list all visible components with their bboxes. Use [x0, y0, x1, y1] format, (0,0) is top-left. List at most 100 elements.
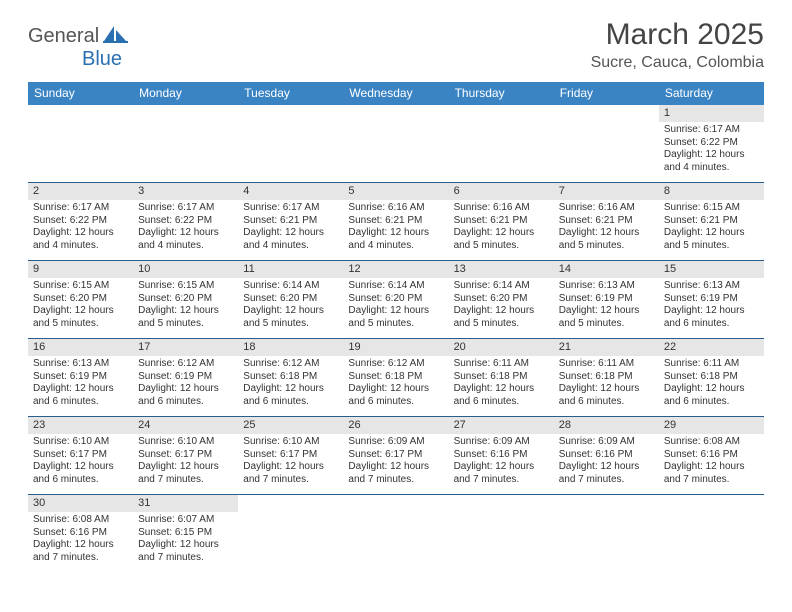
day-number: 29 [659, 417, 764, 434]
day-number: 13 [449, 261, 554, 278]
day-number: 26 [343, 417, 448, 434]
calendar-cell [449, 105, 554, 183]
day-number: 16 [28, 339, 133, 356]
day-number: 15 [659, 261, 764, 278]
calendar-cell: 19Sunrise: 6:12 AMSunset: 6:18 PMDayligh… [343, 339, 448, 417]
calendar-cell: 27Sunrise: 6:09 AMSunset: 6:16 PMDayligh… [449, 417, 554, 495]
day-content: Sunrise: 6:15 AMSunset: 6:20 PMDaylight:… [28, 278, 133, 334]
day-content: Sunrise: 6:13 AMSunset: 6:19 PMDaylight:… [28, 356, 133, 412]
calendar-cell [343, 495, 448, 573]
day-number: 24 [133, 417, 238, 434]
calendar-cell: 30Sunrise: 6:08 AMSunset: 6:16 PMDayligh… [28, 495, 133, 573]
calendar-cell: 3Sunrise: 6:17 AMSunset: 6:22 PMDaylight… [133, 183, 238, 261]
day-number: 8 [659, 183, 764, 200]
calendar-cell [28, 105, 133, 183]
calendar-cell: 20Sunrise: 6:11 AMSunset: 6:18 PMDayligh… [449, 339, 554, 417]
day-content: Sunrise: 6:17 AMSunset: 6:22 PMDaylight:… [659, 122, 764, 178]
calendar-cell: 18Sunrise: 6:12 AMSunset: 6:18 PMDayligh… [238, 339, 343, 417]
calendar-cell: 9Sunrise: 6:15 AMSunset: 6:20 PMDaylight… [28, 261, 133, 339]
calendar-cell [659, 495, 764, 573]
day-number: 18 [238, 339, 343, 356]
day-number: 7 [554, 183, 659, 200]
day-number: 17 [133, 339, 238, 356]
day-content: Sunrise: 6:14 AMSunset: 6:20 PMDaylight:… [238, 278, 343, 334]
day-content: Sunrise: 6:17 AMSunset: 6:22 PMDaylight:… [28, 200, 133, 256]
logo: General [28, 24, 131, 49]
day-number: 27 [449, 417, 554, 434]
calendar-cell: 7Sunrise: 6:16 AMSunset: 6:21 PMDaylight… [554, 183, 659, 261]
day-content: Sunrise: 6:16 AMSunset: 6:21 PMDaylight:… [343, 200, 448, 256]
day-number: 10 [133, 261, 238, 278]
day-content: Sunrise: 6:14 AMSunset: 6:20 PMDaylight:… [449, 278, 554, 334]
day-content: Sunrise: 6:15 AMSunset: 6:20 PMDaylight:… [133, 278, 238, 334]
calendar-cell: 1Sunrise: 6:17 AMSunset: 6:22 PMDaylight… [659, 105, 764, 183]
day-content: Sunrise: 6:10 AMSunset: 6:17 PMDaylight:… [28, 434, 133, 490]
calendar-cell: 28Sunrise: 6:09 AMSunset: 6:16 PMDayligh… [554, 417, 659, 495]
day-number: 19 [343, 339, 448, 356]
day-number: 4 [238, 183, 343, 200]
day-content: Sunrise: 6:11 AMSunset: 6:18 PMDaylight:… [449, 356, 554, 412]
day-content: Sunrise: 6:16 AMSunset: 6:21 PMDaylight:… [554, 200, 659, 256]
day-number: 5 [343, 183, 448, 200]
calendar-cell [554, 495, 659, 573]
calendar-cell: 4Sunrise: 6:17 AMSunset: 6:21 PMDaylight… [238, 183, 343, 261]
calendar-cell: 5Sunrise: 6:16 AMSunset: 6:21 PMDaylight… [343, 183, 448, 261]
calendar-cell: 21Sunrise: 6:11 AMSunset: 6:18 PMDayligh… [554, 339, 659, 417]
day-content: Sunrise: 6:13 AMSunset: 6:19 PMDaylight:… [554, 278, 659, 334]
day-number: 23 [28, 417, 133, 434]
day-number: 20 [449, 339, 554, 356]
day-content: Sunrise: 6:07 AMSunset: 6:15 PMDaylight:… [133, 512, 238, 568]
calendar-cell: 6Sunrise: 6:16 AMSunset: 6:21 PMDaylight… [449, 183, 554, 261]
calendar-cell: 24Sunrise: 6:10 AMSunset: 6:17 PMDayligh… [133, 417, 238, 495]
day-header: Sunday [28, 82, 133, 105]
calendar-cell: 16Sunrise: 6:13 AMSunset: 6:19 PMDayligh… [28, 339, 133, 417]
logo-sail-icon [103, 24, 129, 49]
day-content: Sunrise: 6:14 AMSunset: 6:20 PMDaylight:… [343, 278, 448, 334]
calendar-cell: 10Sunrise: 6:15 AMSunset: 6:20 PMDayligh… [133, 261, 238, 339]
calendar-cell: 31Sunrise: 6:07 AMSunset: 6:15 PMDayligh… [133, 495, 238, 573]
day-header: Wednesday [343, 82, 448, 105]
calendar-cell: 17Sunrise: 6:12 AMSunset: 6:19 PMDayligh… [133, 339, 238, 417]
calendar-cell: 29Sunrise: 6:08 AMSunset: 6:16 PMDayligh… [659, 417, 764, 495]
day-content: Sunrise: 6:12 AMSunset: 6:18 PMDaylight:… [238, 356, 343, 412]
calendar-cell: 13Sunrise: 6:14 AMSunset: 6:20 PMDayligh… [449, 261, 554, 339]
calendar-cell: 22Sunrise: 6:11 AMSunset: 6:18 PMDayligh… [659, 339, 764, 417]
day-header: Tuesday [238, 82, 343, 105]
day-header: Saturday [659, 82, 764, 105]
calendar-cell: 12Sunrise: 6:14 AMSunset: 6:20 PMDayligh… [343, 261, 448, 339]
day-content: Sunrise: 6:13 AMSunset: 6:19 PMDaylight:… [659, 278, 764, 334]
calendar-cell: 15Sunrise: 6:13 AMSunset: 6:19 PMDayligh… [659, 261, 764, 339]
day-number: 14 [554, 261, 659, 278]
logo-text-general: General [28, 25, 99, 48]
calendar-table: SundayMondayTuesdayWednesdayThursdayFrid… [28, 82, 764, 573]
calendar-cell [133, 105, 238, 183]
calendar-cell [449, 495, 554, 573]
calendar-cell [343, 105, 448, 183]
day-content: Sunrise: 6:09 AMSunset: 6:16 PMDaylight:… [554, 434, 659, 490]
page-title: March 2025 [591, 18, 764, 52]
header: General March 2025 Sucre, Cauca, Colombi… [28, 18, 764, 72]
day-number: 28 [554, 417, 659, 434]
day-content: Sunrise: 6:09 AMSunset: 6:17 PMDaylight:… [343, 434, 448, 490]
calendar-cell: 11Sunrise: 6:14 AMSunset: 6:20 PMDayligh… [238, 261, 343, 339]
location-subtitle: Sucre, Cauca, Colombia [591, 54, 764, 72]
day-number: 1 [659, 105, 764, 122]
day-content: Sunrise: 6:12 AMSunset: 6:18 PMDaylight:… [343, 356, 448, 412]
day-number: 30 [28, 495, 133, 512]
day-content: Sunrise: 6:10 AMSunset: 6:17 PMDaylight:… [133, 434, 238, 490]
day-content: Sunrise: 6:15 AMSunset: 6:21 PMDaylight:… [659, 200, 764, 256]
calendar-cell [554, 105, 659, 183]
day-content: Sunrise: 6:08 AMSunset: 6:16 PMDaylight:… [659, 434, 764, 490]
calendar-cell [238, 105, 343, 183]
day-content: Sunrise: 6:17 AMSunset: 6:22 PMDaylight:… [133, 200, 238, 256]
calendar-cell: 23Sunrise: 6:10 AMSunset: 6:17 PMDayligh… [28, 417, 133, 495]
calendar-cell: 14Sunrise: 6:13 AMSunset: 6:19 PMDayligh… [554, 261, 659, 339]
day-content: Sunrise: 6:10 AMSunset: 6:17 PMDaylight:… [238, 434, 343, 490]
day-number: 11 [238, 261, 343, 278]
day-content: Sunrise: 6:11 AMSunset: 6:18 PMDaylight:… [659, 356, 764, 412]
day-number: 31 [133, 495, 238, 512]
day-number: 2 [28, 183, 133, 200]
day-content: Sunrise: 6:16 AMSunset: 6:21 PMDaylight:… [449, 200, 554, 256]
day-number: 22 [659, 339, 764, 356]
day-number: 12 [343, 261, 448, 278]
